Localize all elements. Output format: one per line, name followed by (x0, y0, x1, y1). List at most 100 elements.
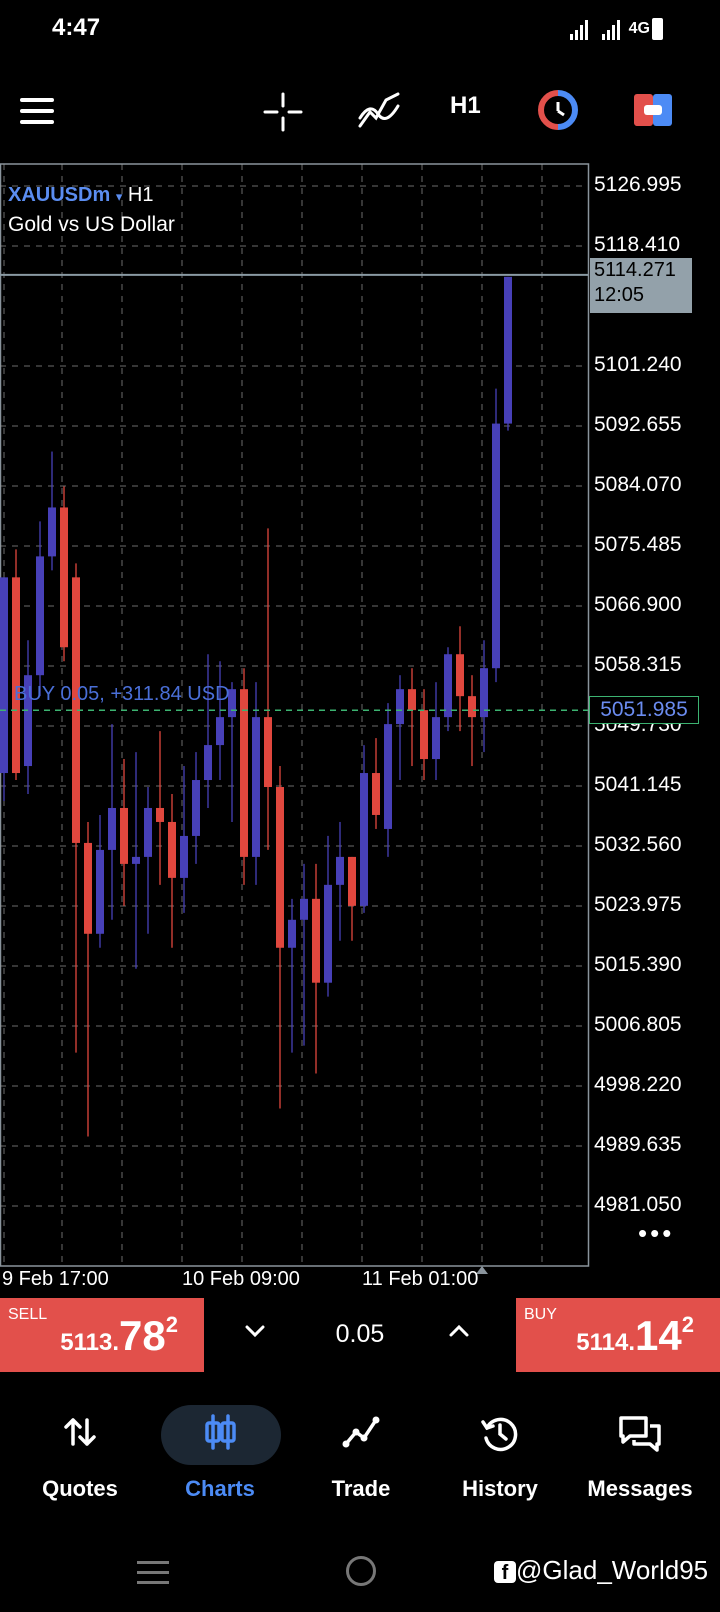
candle (432, 682, 440, 781)
candle-body (480, 668, 488, 718)
candle-body (84, 842, 92, 934)
position-price-marker: 5051.985 (589, 696, 699, 724)
one-click-trading-icon[interactable] (538, 90, 578, 135)
candle (360, 745, 368, 913)
more-options-icon[interactable]: ••• (638, 1218, 675, 1248)
candle-body (444, 654, 452, 718)
candle (108, 724, 116, 920)
crosshair-icon[interactable] (263, 92, 303, 137)
messages-icon (618, 1414, 662, 1459)
candle (324, 835, 332, 997)
candle-body (48, 507, 56, 557)
candle-body (180, 835, 188, 878)
candle (180, 766, 188, 913)
battery-icon (652, 18, 663, 40)
candle-body (216, 717, 224, 746)
candle-body (156, 807, 164, 822)
symbol-timeframe: H1 (127, 184, 154, 206)
home-icon[interactable] (346, 1556, 376, 1586)
nav-charts[interactable]: Charts (150, 1400, 290, 1520)
price-tick-label: 5041.145 (594, 773, 682, 796)
candle-body (60, 507, 68, 648)
candle (48, 451, 56, 571)
sell-button[interactable]: SELL 5113.782 (0, 1298, 204, 1372)
candle-body (420, 710, 428, 760)
candle (408, 668, 416, 767)
price-tick-label: 5032.560 (594, 833, 682, 856)
candle (216, 661, 224, 781)
candle-body (192, 780, 200, 836)
chevron-up-icon[interactable] (446, 1318, 472, 1349)
symbol-header[interactable]: XAUUSDm ▾ H1 (8, 184, 153, 207)
candle (24, 640, 32, 795)
candle-body (132, 856, 140, 864)
nav-trade[interactable]: Trade (291, 1400, 431, 1520)
buy-button[interactable]: BUY 5114.142 (516, 1298, 720, 1372)
signal-icon (570, 20, 590, 40)
price-tick-label: 5126.995 (594, 173, 682, 196)
nav-history[interactable]: History (430, 1400, 570, 1520)
candle (252, 682, 260, 885)
signal-icon-2 (602, 20, 622, 40)
price-chart[interactable] (0, 160, 720, 1280)
chevron-down-icon[interactable] (242, 1318, 268, 1349)
price-tick-label: 4998.220 (594, 1073, 682, 1096)
candle (0, 577, 8, 801)
candle-body (252, 717, 260, 857)
candle-body (384, 724, 392, 829)
recent-apps-icon[interactable] (137, 1561, 169, 1584)
candle (72, 563, 80, 1053)
candle (144, 787, 152, 934)
candle-body (468, 696, 476, 718)
chevron-down-icon[interactable]: ▾ (115, 189, 123, 204)
current-price-value: 5114.271 (594, 259, 676, 281)
nav-label: Trade (331, 1476, 391, 1501)
candle-body (120, 807, 128, 864)
buy-price: 5114.142 (576, 1312, 694, 1359)
quotes-arrows-icon (62, 1414, 98, 1455)
candle (156, 731, 164, 885)
network-type: 4G (628, 20, 650, 37)
candle (396, 675, 404, 781)
candle (204, 654, 212, 808)
candle (348, 856, 356, 941)
candle-body (0, 577, 8, 774)
candle-body (324, 884, 332, 983)
menu-icon[interactable] (20, 98, 54, 124)
candles-icon (202, 1414, 238, 1455)
price-tick-label: 4981.050 (594, 1193, 682, 1216)
lot-value[interactable]: 0.05 (335, 1320, 385, 1348)
price-tick-label: 5075.485 (594, 533, 682, 556)
timeframe-button[interactable]: H1 (450, 92, 481, 119)
candle-body (264, 717, 272, 788)
candle (240, 668, 248, 885)
candle (288, 898, 296, 1053)
position-line-label[interactable]: BUY 0.05, +311.84 USD (14, 683, 230, 705)
sell-label: SELL (8, 1306, 48, 1323)
candle (300, 863, 308, 1046)
time-tick-label: 10 Feb 09:00 (182, 1268, 300, 1290)
candle-body (372, 773, 380, 815)
candle (444, 647, 452, 732)
price-tick-label: 4989.635 (594, 1133, 682, 1156)
candle (372, 738, 380, 829)
candle-body (312, 898, 320, 983)
candle-body (288, 919, 296, 948)
candle (468, 675, 476, 767)
indicators-icon[interactable] (358, 92, 400, 137)
status-time: 4:47 (52, 14, 101, 41)
price-tick-label: 5006.805 (594, 1013, 682, 1036)
current-price-marker: 5114.271 12:05 (590, 258, 692, 313)
price-tick-label: 5066.900 (594, 593, 682, 616)
candle (60, 486, 68, 662)
candle-body (24, 675, 32, 767)
nav-quotes[interactable]: Quotes (10, 1400, 150, 1520)
nav-messages[interactable]: Messages (570, 1400, 710, 1520)
time-tick-label: 11 Feb 01:00 (362, 1268, 479, 1290)
time-tick-label: 9 Feb 17:00 (2, 1268, 109, 1290)
candle-body (36, 556, 44, 676)
new-order-icon[interactable] (634, 94, 672, 131)
symbol-name[interactable]: XAUUSDm (8, 184, 111, 206)
candle-body (228, 689, 236, 718)
candle (264, 528, 272, 850)
